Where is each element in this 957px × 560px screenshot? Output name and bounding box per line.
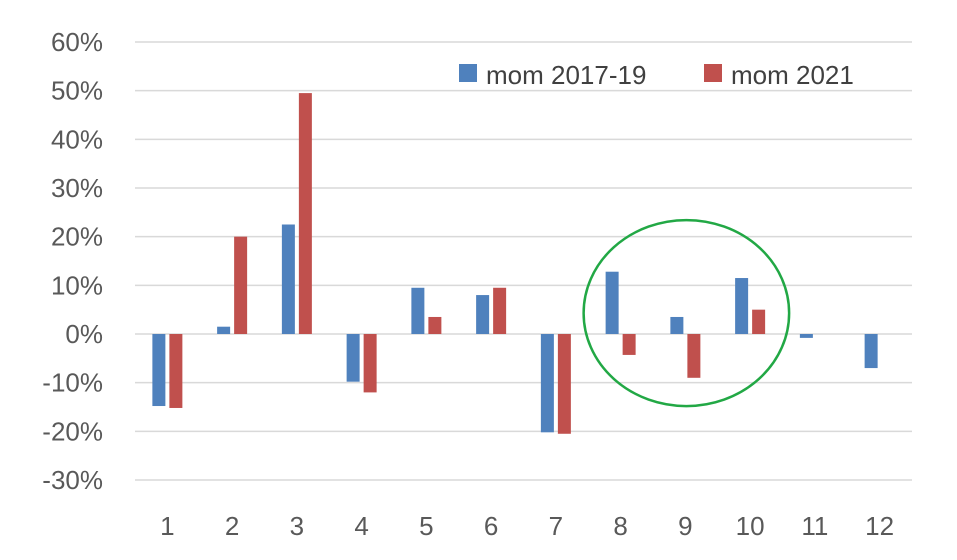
bar-mom-2021-10 [752,309,766,334]
legend-swatch [459,64,477,82]
bar-mom-2021-5 [428,316,442,334]
bar-mom-2021-9 [687,334,701,378]
x-tick-label: 2 [225,511,239,541]
x-axis-ticks: 1 2 3 4 5 6 7 8 9 10 11 12 [160,511,894,541]
annotation [582,218,791,408]
x-tick-label: 6 [484,511,498,541]
bar-mom-2021-1 [169,334,183,408]
y-tick-label: 40% [51,124,103,154]
legend-label: mom 2017-19 [486,60,646,90]
bar-mom-2017-19-8 [605,271,619,334]
x-tick-label: 5 [419,511,433,541]
y-axis-ticks: -30% -20% -10% 0% 10% 20% 30% 40% 50% 60% [42,27,103,495]
bar-mom-2017-19-4 [346,334,360,382]
bar-mom-2021-6 [493,287,507,334]
x-tick-label: 8 [613,511,627,541]
bars [152,93,878,434]
x-tick-label: 3 [290,511,304,541]
y-tick-label: 10% [51,270,103,300]
y-tick-label: -20% [42,416,103,446]
bar-mom-2021-2 [234,236,248,334]
bar-mom-2017-19-1 [152,334,166,407]
bar-mom-2017-19-10 [735,278,749,334]
x-tick-label: 11 [801,511,828,541]
bar-mom-2021-4 [363,334,377,393]
legend: mom 2017-19 mom 2021 [459,60,854,90]
bar-mom-2017-19-9 [670,316,684,334]
legend-swatch [704,64,722,82]
x-tick-label: 4 [354,511,368,541]
x-tick-label: 10 [736,511,765,541]
bar-mom-2017-19-11 [799,334,813,338]
x-tick-label: 1 [160,511,174,541]
bar-mom-2021-7 [557,334,571,434]
bar-mom-2017-19-3 [281,224,295,334]
y-tick-label: -10% [42,368,103,398]
x-tick-label: 12 [865,511,894,541]
bar-mom-2021-8 [622,334,636,355]
bar-mom-2017-19-7 [540,334,554,433]
bar-mom-2017-19-5 [411,287,425,334]
y-tick-label: 0% [65,319,103,349]
bar-mom-2021-3 [298,93,312,334]
bar-mom-2017-19-2 [217,326,231,334]
bar-mom-2017-19-6 [476,295,490,334]
bar-mom-2017-19-12 [864,334,878,369]
y-tick-label: -30% [42,465,103,495]
x-tick-label: 9 [678,511,692,541]
y-tick-label: 50% [51,76,103,106]
y-tick-label: 20% [51,222,103,252]
gridlines [135,41,912,481]
y-tick-label: 60% [51,27,103,57]
x-tick-label: 7 [549,511,563,541]
legend-label: mom 2021 [731,60,854,90]
highlight-ellipse [582,218,791,408]
y-tick-label: 30% [51,173,103,203]
